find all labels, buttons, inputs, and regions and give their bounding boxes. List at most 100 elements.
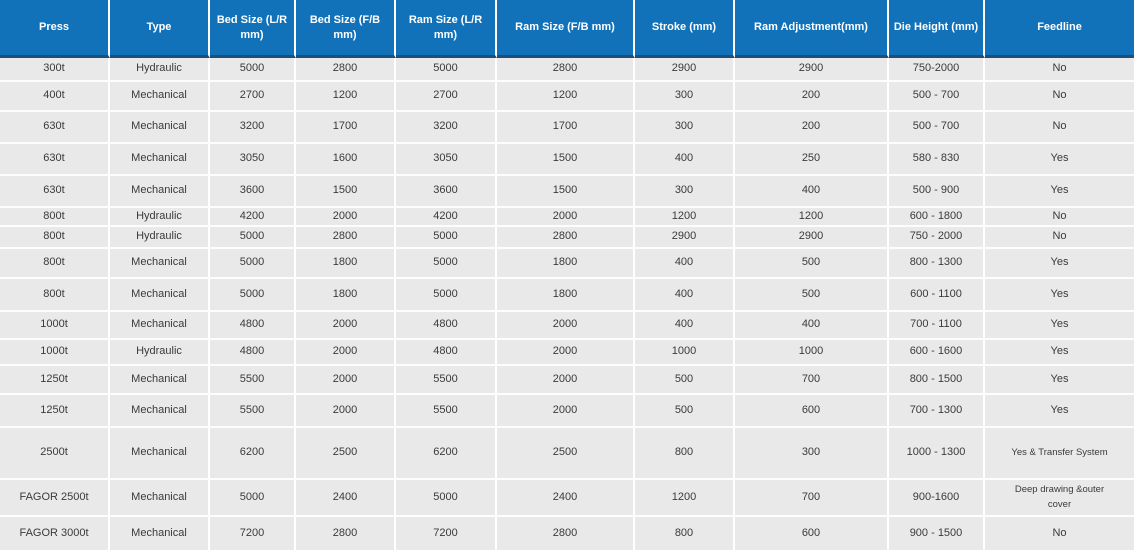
table-cell: 800t <box>0 249 110 279</box>
table-cell: 2800 <box>497 227 635 249</box>
header-cell: Ram Size (L/R mm) <box>396 0 497 58</box>
table-cell: Mechanical <box>110 395 210 428</box>
header-cell: Die Height (mm) <box>889 0 985 58</box>
table-cell: 600 - 1600 <box>889 340 985 366</box>
table-cell: 750 - 2000 <box>889 227 985 249</box>
table-header: Press Type Bed Size (L/R mm) Bed Size (F/B … <box>0 0 1134 58</box>
table-cell: Hydraulic <box>110 340 210 366</box>
table-cell: Mechanical <box>110 112 210 144</box>
table-cell: 300 <box>735 428 889 480</box>
table-cell: 2900 <box>635 227 735 249</box>
table-row: FAGOR 3000t Mechanical 7200 2800 7200 2800 800… <box>0 517 1134 550</box>
table-cell: 600 <box>735 395 889 428</box>
table-cell: 2800 <box>296 58 396 82</box>
table-cell: 5000 <box>210 58 296 82</box>
header-cell: Bed Size (F/B mm) <box>296 0 396 58</box>
table-cell: 630t <box>0 176 110 208</box>
table-cell: 200 <box>735 82 889 112</box>
table-cell: 1200 <box>635 208 735 227</box>
table-cell: 4800 <box>210 340 296 366</box>
header-cell: Stroke (mm) <box>635 0 735 58</box>
table-cell: 2400 <box>497 480 635 517</box>
table-cell: 1800 <box>497 249 635 279</box>
table-cell: 600 - 1800 <box>889 208 985 227</box>
table-cell: 5500 <box>396 395 497 428</box>
table-cell: 2000 <box>497 395 635 428</box>
table-row: 800t Hydraulic 5000 2800 5000 2800 2900 2900 750… <box>0 227 1134 249</box>
header-cell: Press <box>0 0 110 58</box>
table-cell: 500 <box>735 249 889 279</box>
header-cell: Ram Size (F/B mm) <box>497 0 635 58</box>
table-cell: 6200 <box>210 428 296 480</box>
table-cell: 6200 <box>396 428 497 480</box>
table-cell: No <box>985 58 1134 82</box>
table-cell: 700 - 1300 <box>889 395 985 428</box>
table-cell: 2400 <box>296 480 396 517</box>
table-cell: 3050 <box>210 144 296 176</box>
table-cell: 2000 <box>497 208 635 227</box>
table-cell: 800 - 1500 <box>889 366 985 395</box>
header-row: Press Type Bed Size (L/R mm) Bed Size (F/B … <box>0 0 1134 58</box>
table-cell: 3600 <box>210 176 296 208</box>
header-cell: Type <box>110 0 210 58</box>
table-cell: 1600 <box>296 144 396 176</box>
table-cell: 1200 <box>296 82 396 112</box>
table-cell: Yes <box>985 249 1134 279</box>
table-cell: 1500 <box>296 176 396 208</box>
table-row: 400t Mechanical 2700 1200 2700 1200 300 200 500 … <box>0 82 1134 112</box>
table-cell: 5500 <box>396 366 497 395</box>
table-cell: 2000 <box>497 312 635 340</box>
table-cell: 5500 <box>210 366 296 395</box>
table-cell: 2000 <box>296 340 396 366</box>
table-cell: 630t <box>0 112 110 144</box>
table-cell: No <box>985 82 1134 112</box>
table-cell: 2000 <box>296 312 396 340</box>
table-cell: 1500 <box>497 144 635 176</box>
table-row: FAGOR 2500t Mechanical 5000 2400 5000 2400 120… <box>0 480 1134 517</box>
table-cell: 2800 <box>296 517 396 550</box>
table-cell: 5500 <box>210 395 296 428</box>
table-cell: 1800 <box>296 249 396 279</box>
table-cell: 3200 <box>396 112 497 144</box>
table-cell: 1250t <box>0 366 110 395</box>
table-cell: 2000 <box>296 395 396 428</box>
table-cell: 900-1600 <box>889 480 985 517</box>
table-cell: Yes <box>985 176 1134 208</box>
table-cell: Hydraulic <box>110 227 210 249</box>
table-row: 630t Mechanical 3200 1700 3200 1700 300 200 500 … <box>0 112 1134 144</box>
table-cell: Hydraulic <box>110 208 210 227</box>
table-cell: 700 <box>735 366 889 395</box>
table-cell: Mechanical <box>110 366 210 395</box>
table-row: 1250t Mechanical 5500 2000 5500 2000 500 700 800… <box>0 366 1134 395</box>
table-body: 300t Hydraulic 5000 2800 5000 2800 2900 2900 750… <box>0 58 1134 550</box>
table-cell: 2800 <box>497 517 635 550</box>
table-cell: 300t <box>0 58 110 82</box>
table-cell: 400t <box>0 82 110 112</box>
table-cell: Mechanical <box>110 249 210 279</box>
table-row: 630t Mechanical 3050 1600 3050 1500 400 250 580 … <box>0 144 1134 176</box>
table-cell: 800t <box>0 227 110 249</box>
table-cell: 1000t <box>0 312 110 340</box>
table-cell: 800 <box>635 428 735 480</box>
table-cell: Mechanical <box>110 517 210 550</box>
table-cell: 250 <box>735 144 889 176</box>
table-cell: 1000 <box>635 340 735 366</box>
table-cell: 7200 <box>210 517 296 550</box>
table-cell: 900 - 1500 <box>889 517 985 550</box>
table-cell: 1200 <box>497 82 635 112</box>
table-cell: 5000 <box>396 249 497 279</box>
header-cell: Ram Adjustment(mm) <box>735 0 889 58</box>
table-cell: Yes <box>985 395 1134 428</box>
table-cell: 300 <box>635 176 735 208</box>
table-cell: 500 <box>635 366 735 395</box>
table-cell: Mechanical <box>110 480 210 517</box>
table-cell: Mechanical <box>110 82 210 112</box>
table-cell: 2700 <box>210 82 296 112</box>
table-cell: 800 - 1300 <box>889 249 985 279</box>
table-cell: 600 - 1100 <box>889 279 985 312</box>
header-cell: Bed Size (L/R mm) <box>210 0 296 58</box>
table-cell: 1700 <box>296 112 396 144</box>
table-row: 1000t Hydraulic 4800 2000 4800 2000 1000 1000 60… <box>0 340 1134 366</box>
